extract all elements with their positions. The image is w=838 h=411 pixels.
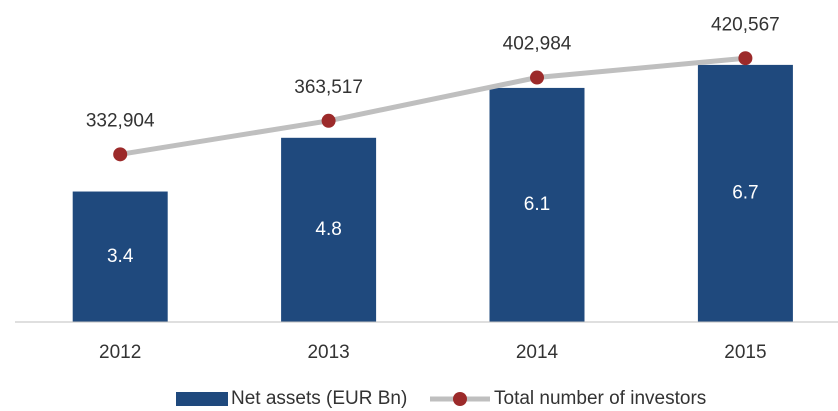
line-value-label: 332,904	[86, 110, 155, 131]
bar-value-label: 6.7	[732, 182, 758, 203]
bar-value-label: 4.8	[315, 219, 341, 240]
line	[119, 55, 746, 157]
line-marker	[530, 70, 544, 85]
x-tick-label: 2013	[307, 342, 349, 363]
line-marker	[113, 147, 128, 162]
bar	[281, 137, 377, 322]
line-value-label: 402,984	[503, 34, 572, 55]
legend-label: Total number of investors	[494, 388, 706, 409]
line-marker	[738, 51, 753, 66]
line-value-label: 420,567	[711, 14, 780, 35]
legend-marker	[453, 392, 467, 406]
legend-swatch	[176, 392, 228, 406]
x-tick-label: 2015	[724, 342, 766, 363]
bar	[489, 87, 585, 322]
line-value-label: 363,517	[294, 77, 363, 98]
bar-value-label: 3.4	[107, 246, 134, 267]
legend-label: Net assets (EUR Bn)	[231, 388, 407, 409]
x-tick-label: 2014	[516, 342, 559, 363]
x-tick-label: 2012	[99, 342, 141, 363]
bar	[697, 64, 793, 322]
line-marker	[321, 113, 336, 128]
bar	[72, 191, 168, 322]
bar-value-label: 6.1	[524, 194, 550, 215]
